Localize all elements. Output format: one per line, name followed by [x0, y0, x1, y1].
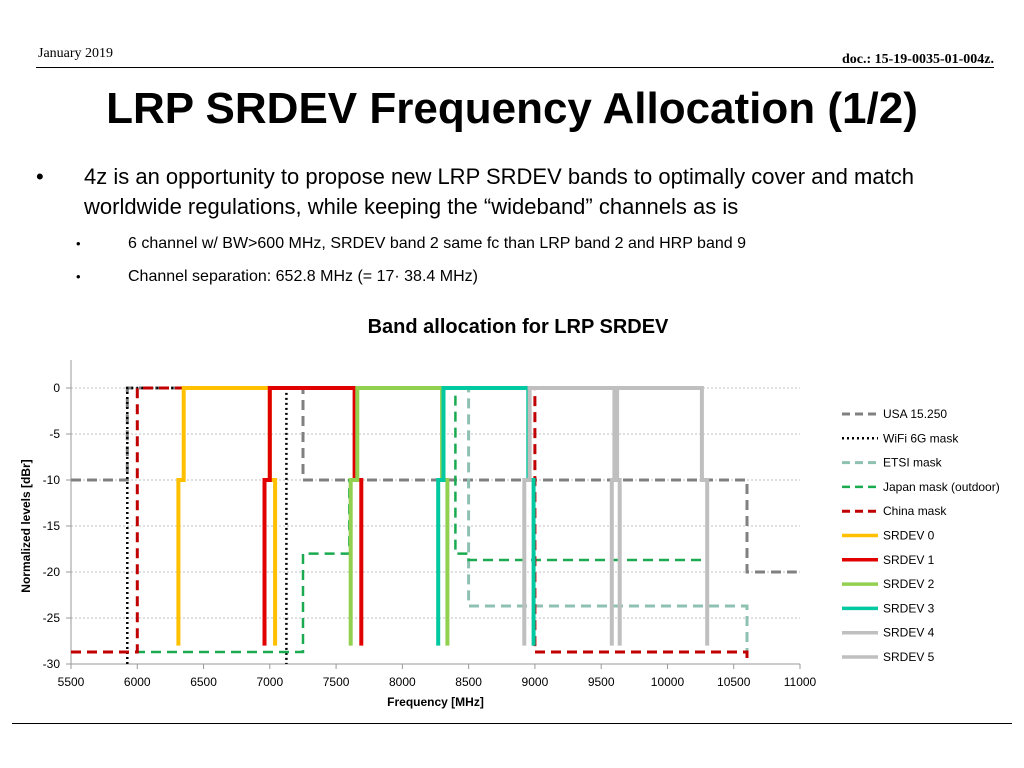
sub-bullet-text: Channel separation: 652.8 MHz (= 17· 38.… [128, 268, 478, 285]
y-tick-label: -5 [49, 427, 60, 441]
y-tick-label: -20 [43, 565, 61, 579]
x-tick-label: 7500 [323, 675, 350, 689]
x-tick-label: 7000 [256, 675, 283, 689]
slide-title: LRP SRDEV Frequency Allocation (1/2) [106, 84, 918, 133]
legend-label: SRDEV 4 [883, 626, 935, 640]
x-tick-label: 9500 [588, 675, 615, 689]
y-tick-label: -25 [43, 611, 61, 625]
legend-label: SRDEV 2 [883, 577, 935, 591]
series-line [348, 386, 450, 646]
series-line [71, 386, 797, 574]
bullet-marker: • [76, 269, 81, 284]
legend-label: WiFi 6G mask [883, 431, 959, 445]
x-tick-label: 6500 [190, 675, 217, 689]
x-tick-label: 8000 [389, 675, 416, 689]
y-axis-label: Normalized levels [dBr] [19, 459, 33, 592]
x-tick-label: 6000 [124, 675, 151, 689]
y-tick-label: -10 [43, 473, 61, 487]
x-tick-label: 9000 [522, 675, 549, 689]
legend-label: SRDEV 1 [883, 553, 935, 567]
x-tick-label: 8500 [455, 675, 482, 689]
y-tick-label: -15 [43, 519, 61, 533]
series-line [609, 386, 710, 646]
main-bullet-text: 4z is an opportunity to propose new LRP … [84, 164, 914, 219]
series-line [303, 386, 749, 655]
bullet-marker: • [36, 164, 44, 189]
sub-bullet-text: 6 channel w/ BW>600 MHz, SRDEV band 2 sa… [128, 235, 746, 252]
header-date: January 2019 [38, 46, 114, 61]
y-tick-label: -30 [43, 657, 61, 671]
doc-prefix: doc.: [841, 52, 875, 67]
x-tick-label: 10500 [717, 675, 751, 689]
legend-label: SRDEV 3 [883, 601, 935, 615]
x-tick-label: 10000 [651, 675, 685, 689]
bullet-marker: • [76, 236, 81, 251]
x-axis-label: Frequency [MHz] [387, 695, 484, 709]
x-tick-label: 11000 [784, 675, 817, 689]
legend-label: SRDEV 5 [883, 650, 935, 664]
legend-label: SRDEV 0 [883, 529, 935, 543]
legend-label: USA 15.250 [883, 407, 947, 421]
header-divider [36, 67, 994, 68]
legend-label: ETSI mask [883, 456, 943, 470]
legend-label: China mask [883, 504, 947, 518]
doc-number: 15-19-0035-01-004z [874, 52, 991, 67]
doc-suffix: . [990, 52, 995, 67]
x-tick-label: 5500 [58, 675, 85, 689]
series-line [436, 386, 536, 646]
y-tick-label: 0 [53, 381, 60, 395]
band-allocation-chart: 5500 6000 6500 7000 7500 8000 8500 9000 9500 1000… [19, 360, 1000, 709]
legend-label: Japan mask (outdoor) [883, 480, 1000, 494]
header-doc-number: doc.: 15-19-0035-01-004z. [842, 52, 994, 68]
footer-divider [12, 723, 1012, 724]
chart-title: Band allocation for LRP SRDEV [367, 316, 669, 338]
series-line [262, 386, 364, 646]
series-line [176, 386, 278, 646]
